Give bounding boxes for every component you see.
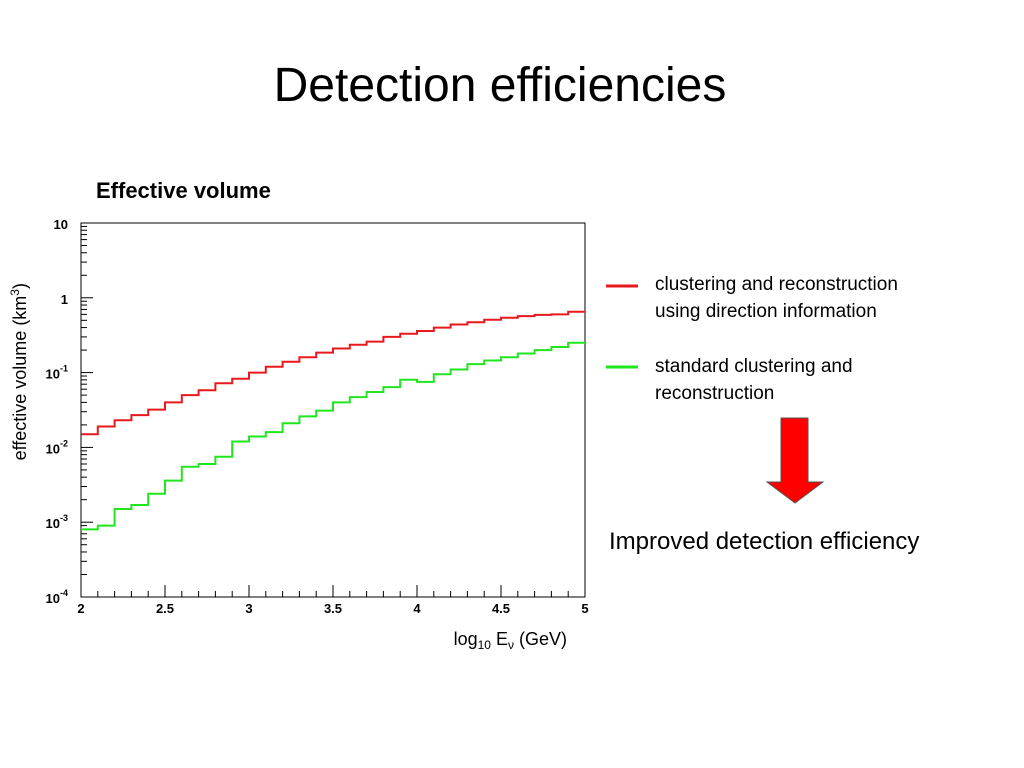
x-tick-label: 3.5 xyxy=(324,601,342,616)
x-tick-label: 2 xyxy=(77,601,84,616)
y-tick-label: 10-4 xyxy=(46,588,68,606)
x-tick-label: 5 xyxy=(581,601,588,616)
x-tick-label: 2.5 xyxy=(156,601,174,616)
slide-title: Detection efficiencies xyxy=(273,59,727,112)
series-line-0 xyxy=(81,310,585,436)
x-tick-label: 3 xyxy=(245,601,252,616)
y-tick-label: 10-2 xyxy=(46,438,68,456)
y-tick-label: 10-1 xyxy=(46,364,68,382)
legend-label-green: standard clustering and reconstruction xyxy=(655,353,853,407)
legend-label-red-line-2: using direction information xyxy=(655,301,877,322)
legend-label-red: clustering and reconstruction using dire… xyxy=(655,271,898,325)
y-axis-label: effective volume (km3) xyxy=(8,283,30,460)
conclusion-text: Improved detection efficiency xyxy=(609,528,920,555)
chart-title: Effective volume xyxy=(96,178,271,203)
x-tick-label: 4.5 xyxy=(492,601,510,616)
y-tick-label: 10 xyxy=(54,217,68,232)
series-line-1 xyxy=(81,341,585,531)
legend-label-green-line-1: standard clustering and xyxy=(655,356,853,377)
legend-label-red-line-1: clustering and reconstruction xyxy=(655,274,898,295)
y-tick-label: 10-3 xyxy=(46,513,68,531)
legend-label-green-line-2: reconstruction xyxy=(655,383,775,404)
y-tick-label: 1 xyxy=(61,292,68,307)
x-tick-label: 4 xyxy=(413,601,421,616)
x-axis-label: log10 Eν (GeV) xyxy=(454,629,567,652)
down-arrow-icon xyxy=(765,417,825,504)
